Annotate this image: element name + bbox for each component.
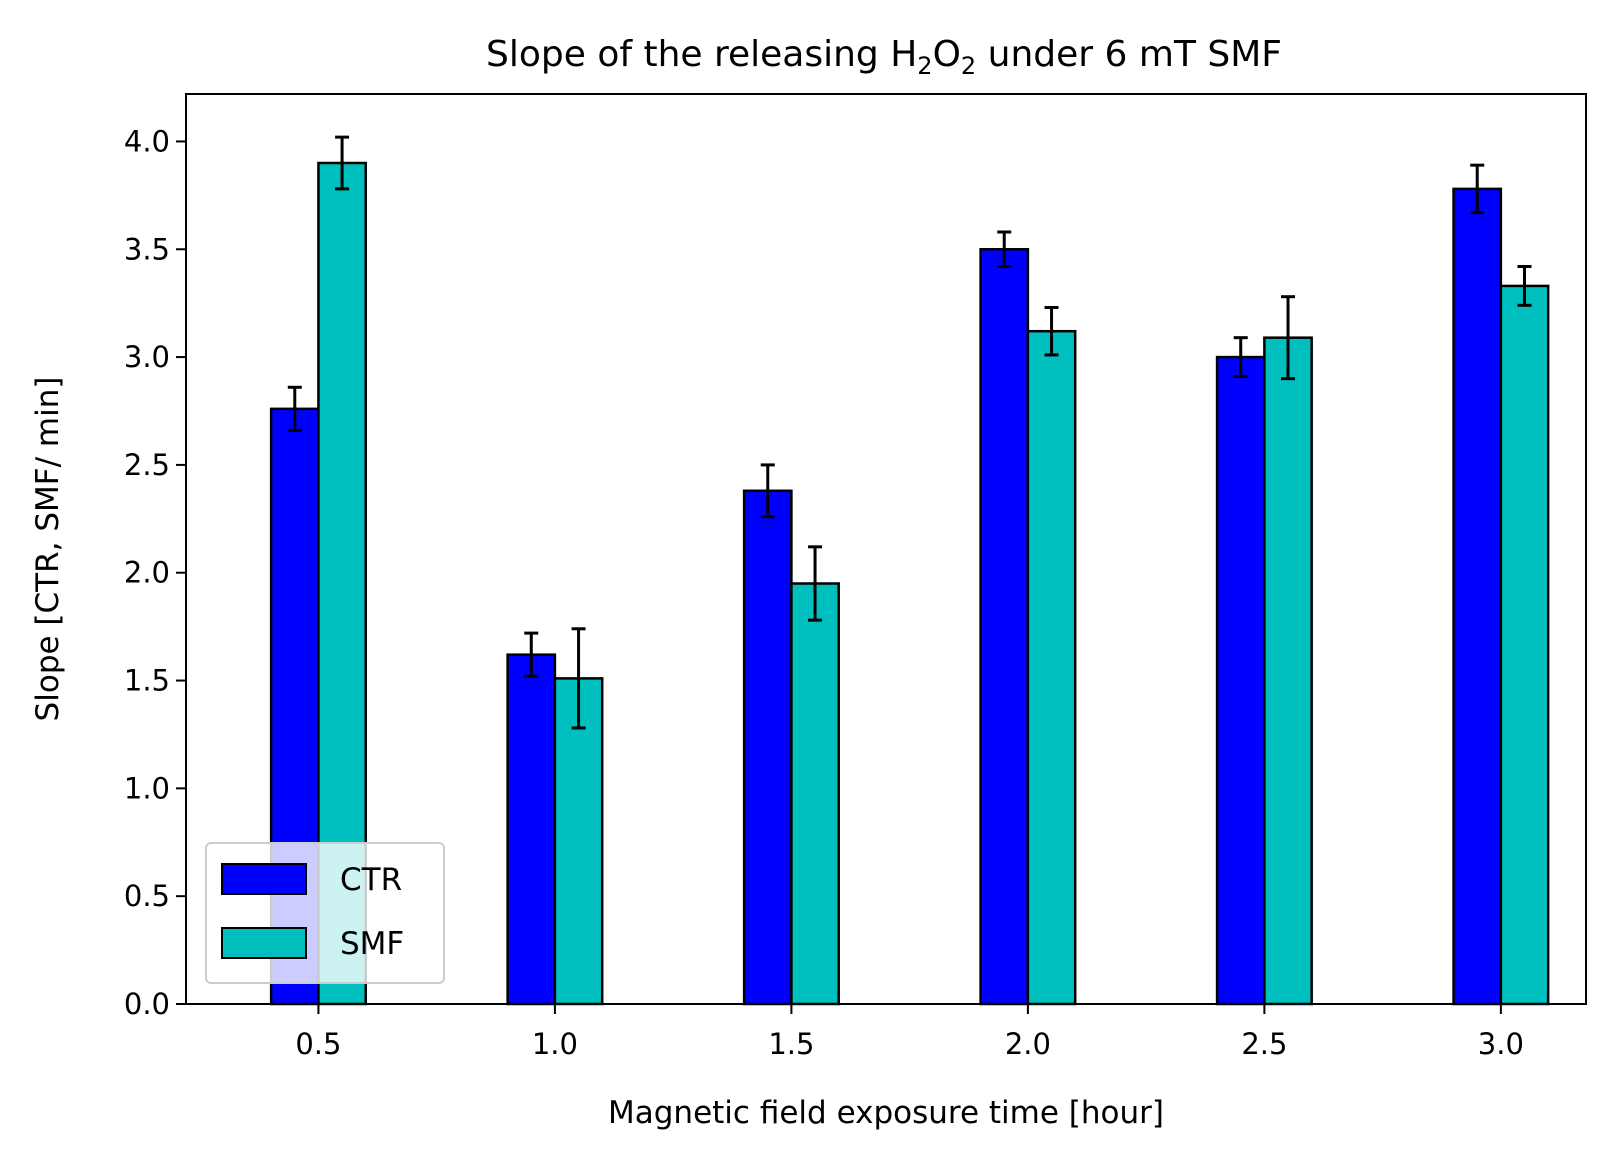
- error-bar-ctr-3: [997, 230, 1012, 269]
- error-bar-ctr-4: [1233, 336, 1248, 378]
- bar-ctr-1: [506, 653, 557, 1006]
- y-tick-label-6: 3.0: [124, 340, 170, 374]
- error-bar-smf-3: [1044, 305, 1059, 357]
- y-tick-label-7: 3.5: [124, 232, 170, 266]
- y-axis-label: Slope [CTR, SMF/ min]: [30, 377, 66, 722]
- error-bars-layer: [287, 135, 1532, 730]
- chart-title-part-3: under 6 mT SMF: [976, 34, 1282, 75]
- x-tick-label-0: 0.5: [295, 1027, 341, 1061]
- chart-title: Slope of the releasing H2O2 under 6 mT S…: [486, 34, 1282, 80]
- bar-smf-5: [1499, 284, 1550, 1006]
- y-tick-label-8: 4.0: [124, 124, 170, 158]
- y-tick-label-0: 0.0: [124, 987, 170, 1021]
- legend-label-ctr: CTR: [340, 862, 402, 898]
- error-bar-smf-0: [335, 135, 350, 191]
- chart-title-part-2: O: [933, 34, 961, 75]
- y-axis: 0.0 0.5 1.0 1.5 2.0 2.5 3.0 3.5 4.0: [124, 124, 186, 1021]
- chart-title-part-1: Slope of the releasing H: [486, 34, 917, 75]
- x-tick-label-1: 1.0: [532, 1027, 578, 1061]
- error-bar-smf-1: [571, 627, 586, 730]
- plot-frame: [185, 93, 1587, 1005]
- x-tick-label-2: 1.5: [768, 1027, 814, 1061]
- error-bar-smf-2: [808, 545, 823, 622]
- error-bar-smf-4: [1281, 295, 1296, 381]
- legend: CTR SMF: [205, 842, 445, 984]
- error-bar-ctr-0: [287, 385, 302, 432]
- error-bar-ctr-5: [1470, 163, 1485, 215]
- x-tick-label-5: 3.0: [1478, 1027, 1524, 1061]
- x-axis-label: Magnetic field exposure time [hour]: [608, 1095, 1164, 1131]
- y-tick-label-4: 2.0: [124, 556, 170, 590]
- x-tick-label-3: 2.0: [1005, 1027, 1051, 1061]
- chart-title-subscript-1: 2: [917, 52, 932, 80]
- legend-swatch-ctr: [221, 863, 307, 895]
- bar-smf-2: [790, 582, 840, 1006]
- bar-smf-4: [1263, 336, 1313, 1006]
- y-tick-label-1: 0.5: [124, 879, 170, 913]
- bar-ctr-2: [742, 489, 793, 1006]
- chart-title-subscript-2: 2: [961, 52, 976, 80]
- x-tick-label-4: 2.5: [1241, 1027, 1287, 1061]
- y-tick-label-3: 1.5: [124, 664, 170, 698]
- y-tick-label-2: 1.0: [124, 771, 170, 805]
- legend-label-smf: SMF: [340, 926, 404, 962]
- bar-smf-1: [553, 677, 604, 1006]
- bars-layer: [269, 161, 1550, 1006]
- x-axis: 0.5 1.0 1.5 2.0 2.5 3.0: [295, 1004, 1524, 1061]
- bar-smf-3: [1026, 329, 1077, 1006]
- error-bar-ctr-1: [524, 631, 539, 678]
- error-bar-ctr-2: [760, 463, 775, 519]
- y-tick-label-5: 2.5: [124, 448, 170, 482]
- legend-swatch-smf: [221, 927, 307, 959]
- bar-ctr-3: [979, 248, 1030, 1006]
- error-bar-smf-5: [1517, 265, 1532, 307]
- bar-ctr-5: [1452, 187, 1503, 1006]
- bar-ctr-4: [1215, 355, 1266, 1006]
